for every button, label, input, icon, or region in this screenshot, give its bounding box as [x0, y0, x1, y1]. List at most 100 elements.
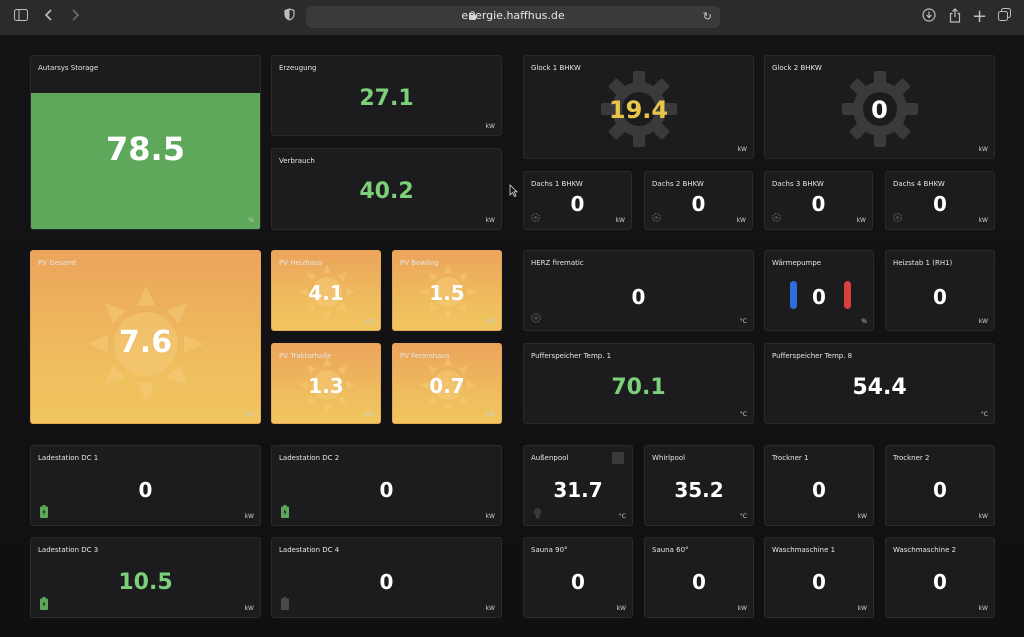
- tile-value: 0: [570, 192, 585, 216]
- browser-toolbar: energie.haffhus.de ↻ +: [0, 0, 1024, 36]
- sidebar-toggle-icon[interactable]: [12, 8, 30, 26]
- tile-sauna90[interactable]: Sauna 90° 0 kW: [523, 537, 633, 618]
- tile-herz-firematic[interactable]: HERZ firematic 0 °C: [523, 250, 754, 331]
- tile-title: Trockner 1: [772, 454, 809, 462]
- tile-value: 1.3: [308, 374, 344, 398]
- tile-unit: kW: [485, 411, 495, 418]
- tile-value: 27.1: [359, 86, 414, 111]
- gear-icon: [530, 212, 541, 223]
- tile-value: 0: [812, 478, 826, 502]
- tile-title: Sauna 60°: [652, 546, 689, 554]
- tile-title: Ladestation DC 2: [279, 454, 340, 462]
- tile-waschmaschine2[interactable]: Waschmaschine 2 0 kW: [885, 537, 995, 618]
- tile-unit: %: [861, 318, 867, 325]
- tile-value: 19.4: [608, 96, 669, 124]
- tile-title: Trockner 2: [893, 454, 930, 462]
- tile-value: 0: [811, 192, 826, 216]
- lightbulb-icon: [533, 508, 542, 519]
- tile-value: 35.2: [674, 478, 724, 502]
- tile-dachs4-bhkw[interactable]: Dachs 4 BHKW 0 kW: [885, 171, 995, 230]
- tile-waschmaschine1[interactable]: Waschmaschine 1 0 kW: [764, 537, 874, 618]
- tile-title: Ladestation DC 4: [279, 546, 340, 554]
- tile-heizstab-rh1[interactable]: Heizstab 1 (RH1) 0 kW: [885, 250, 995, 331]
- tile-title: PV Traktorhalle: [279, 352, 332, 360]
- tile-dachs1-bhkw[interactable]: Dachs 1 BHKW 0 kW: [523, 171, 632, 230]
- tile-glock2-bhkw[interactable]: Glock 2 BHKW 0 kW: [764, 55, 995, 159]
- tile-unit: kW: [244, 513, 254, 520]
- tile-glock1-bhkw[interactable]: Glock 1 BHKW 19.4 kW: [523, 55, 754, 159]
- forward-icon[interactable]: [68, 8, 82, 26]
- tile-unit: kW: [364, 318, 374, 325]
- tile-value: 0: [571, 570, 585, 594]
- tile-pv-traktorhalle[interactable]: PV Traktorhalle 1.3 kW: [271, 343, 381, 424]
- back-icon[interactable]: [42, 8, 56, 26]
- tile-autarsys-storage[interactable]: Autarsys Storage 78.5 %: [30, 55, 261, 230]
- tile-value: 1.5: [429, 281, 465, 305]
- downloads-icon[interactable]: [922, 8, 936, 26]
- tile-ladestation-dc1[interactable]: Ladestation DC 1 0 kW: [30, 445, 261, 526]
- tile-value: 0: [691, 192, 706, 216]
- tile-dachs2-bhkw[interactable]: Dachs 2 BHKW 0 kW: [644, 171, 753, 230]
- tile-title: Wärmepumpe: [772, 259, 822, 267]
- tile-pv-ferienhaus[interactable]: PV Ferienhaus 0.7 kW: [392, 343, 502, 424]
- url-text: energie.haffhus.de: [461, 9, 565, 22]
- tile-unit: kW: [485, 318, 495, 325]
- tile-waermepumpe[interactable]: Wärmepumpe 0 %: [764, 250, 874, 331]
- tile-value: 0: [933, 570, 947, 594]
- privacy-shield-icon[interactable]: [282, 8, 296, 26]
- tile-pufferspeicher-temp8[interactable]: Pufferspeicher Temp. 8 54.4 °C: [764, 343, 995, 424]
- tab-overview-icon[interactable]: [997, 8, 1011, 26]
- tile-trockner2[interactable]: Trockner 2 0 kW: [885, 445, 995, 526]
- dashboard: Autarsys Storage 78.5 % Erzeugung 27.1 k…: [0, 37, 1024, 637]
- tile-ladestation-dc4[interactable]: Ladestation DC 4 0 kW: [271, 537, 502, 618]
- tile-title: Waschmaschine 2: [893, 546, 957, 554]
- tile-title: Verbrauch: [279, 157, 315, 165]
- tile-value: 7.6: [118, 325, 173, 360]
- tile-trockner1[interactable]: Trockner 1 0 kW: [764, 445, 874, 526]
- tile-verbrauch[interactable]: Verbrauch 40.2 kW: [271, 148, 502, 230]
- tile-unit: kW: [857, 513, 867, 520]
- tile-unit: kW: [978, 217, 988, 224]
- tile-title: Sauna 90°: [531, 546, 568, 554]
- tile-title: Heizstab 1 (RH1): [893, 259, 953, 267]
- tile-value: 31.7: [553, 478, 603, 502]
- tile-erzeugung[interactable]: Erzeugung 27.1 kW: [271, 55, 502, 136]
- sun-icon: [88, 286, 204, 402]
- sun-icon: [420, 357, 476, 413]
- tile-whirlpool[interactable]: Whirlpool 35.2 °C: [644, 445, 754, 526]
- reload-icon[interactable]: ↻: [702, 10, 712, 23]
- gear-icon: [601, 71, 677, 147]
- tile-pv-bowling[interactable]: PV Bowling 1.5 kW: [392, 250, 502, 331]
- tile-title: Autarsys Storage: [38, 64, 99, 72]
- tile-unit: kW: [485, 123, 495, 130]
- tile-title: Glock 1 BHKW: [531, 64, 581, 72]
- tile-unit: °C: [739, 318, 747, 325]
- tile-value: 0: [933, 285, 947, 309]
- tile-title: PV Gesamt: [38, 259, 77, 267]
- tile-pufferspeicher-temp1[interactable]: Pufferspeicher Temp. 1 70.1 °C: [523, 343, 754, 424]
- gear-icon: [651, 212, 662, 223]
- tile-pv-gesamt[interactable]: PV Gesamt 7.6 kW: [30, 250, 261, 424]
- tile-pv-heizhaus[interactable]: PV Heizhaus 4.1 kW: [271, 250, 381, 331]
- tile-dachs3-bhkw[interactable]: Dachs 3 BHKW 0 kW: [764, 171, 873, 230]
- battery-charging-icon: [281, 505, 289, 518]
- tile-unit: kW: [856, 217, 866, 224]
- tile-unit: kW: [978, 318, 988, 325]
- sun-icon: [299, 357, 355, 413]
- tile-aussenpool[interactable]: Außenpool 31.7 °C: [523, 445, 633, 526]
- tile-unit: kW: [978, 146, 988, 153]
- tile-sauna60[interactable]: Sauna 60° 0 kW: [644, 537, 754, 618]
- gear-icon: [771, 212, 782, 223]
- tile-unit: kW: [616, 605, 626, 612]
- tile-ladestation-dc2[interactable]: Ladestation DC 2 0 kW: [271, 445, 502, 526]
- tile-unit: °C: [739, 513, 747, 520]
- share-icon[interactable]: [948, 8, 962, 26]
- tile-title: Außenpool: [531, 454, 569, 462]
- tile-title: PV Bowling: [400, 259, 439, 267]
- address-bar[interactable]: energie.haffhus.de ↻: [306, 6, 720, 28]
- tile-unit: kW: [485, 605, 495, 612]
- new-tab-icon[interactable]: +: [972, 6, 988, 27]
- tile-ladestation-dc3[interactable]: Ladestation DC 3 10.5 kW: [30, 537, 261, 618]
- tile-unit: kW: [737, 605, 747, 612]
- hot-indicator-icon: [844, 281, 851, 309]
